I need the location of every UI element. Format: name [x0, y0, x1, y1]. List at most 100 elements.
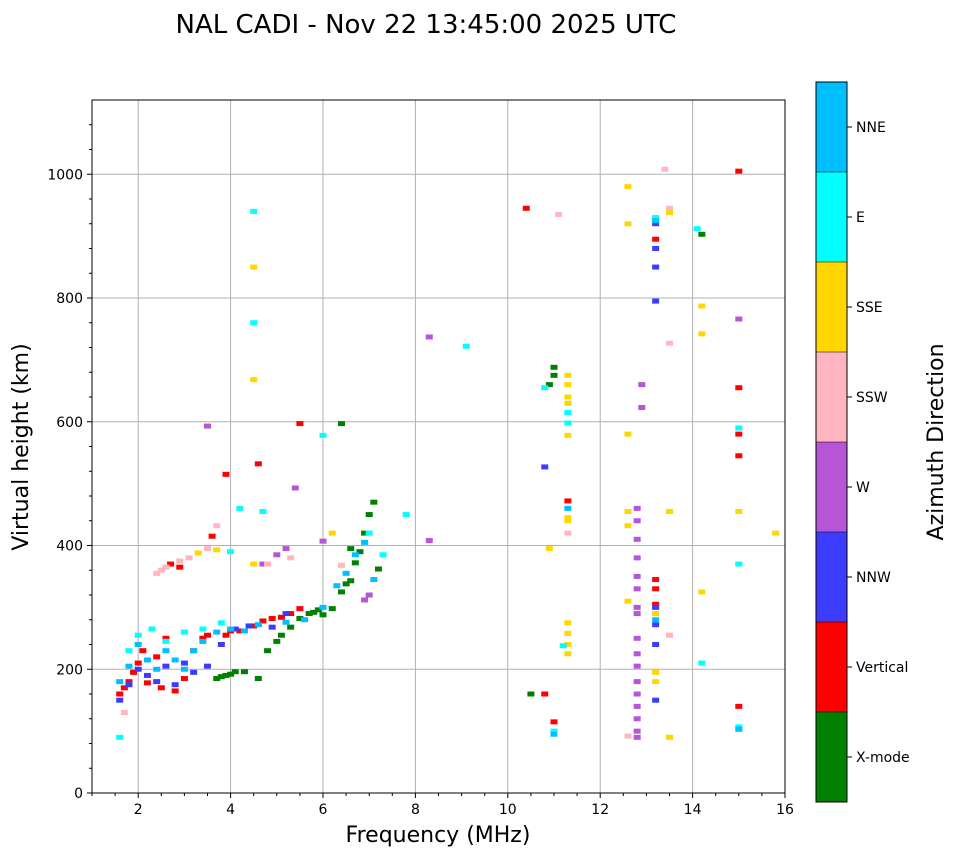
x-tick-label: 6	[319, 802, 328, 818]
data-point-nne	[134, 642, 142, 647]
data-point-w	[633, 586, 641, 592]
data-point-nnw	[245, 623, 253, 629]
data-point-x-mode	[287, 624, 295, 630]
data-point-x-mode	[222, 672, 230, 678]
data-point-e	[550, 728, 558, 734]
data-point-sse	[666, 210, 673, 216]
y-tick-label: 1000	[47, 167, 83, 183]
data-point-vertical	[287, 611, 295, 617]
data-point-ssw	[120, 710, 128, 716]
data-point-nnw	[116, 697, 124, 703]
data-point-x-mode	[356, 549, 364, 555]
data-point-nnw	[652, 697, 660, 703]
colorbar-segment	[816, 172, 847, 262]
data-point-vertical	[735, 385, 743, 391]
data-point-x-mode	[545, 382, 553, 388]
data-point-nnw	[652, 622, 660, 628]
data-point-w	[633, 536, 641, 542]
data-point-ssw	[162, 564, 170, 570]
data-point-x-mode	[264, 648, 272, 654]
data-point-ssw	[287, 555, 295, 561]
data-point-nnw	[282, 611, 290, 617]
data-point-w	[319, 538, 327, 544]
data-point-vertical	[296, 421, 304, 427]
data-point-vertical	[120, 685, 128, 691]
data-point-ssw	[666, 632, 673, 638]
colorbar-tick-label: Vertical	[856, 660, 908, 676]
data-point-ssw	[157, 567, 165, 573]
data-point-w	[633, 611, 641, 617]
colorbar-segment	[816, 352, 847, 442]
data-point-w	[204, 423, 211, 429]
data-point-e	[227, 549, 235, 555]
data-point-x-mode	[296, 616, 304, 622]
plot-frame	[91, 99, 786, 794]
data-point-vertical	[250, 623, 258, 629]
data-point-sse	[624, 431, 632, 437]
data-point-nne	[319, 604, 327, 610]
data-point-nnw	[268, 624, 276, 630]
data-point-sse	[652, 669, 660, 675]
colorbar-label: Azimuth Direction	[924, 343, 949, 540]
data-point-nne	[227, 626, 235, 632]
x-axis-label: Frequency (MHz)	[346, 823, 531, 848]
data-point-nnw	[217, 642, 225, 647]
data-point-nne	[351, 552, 359, 558]
colorbar-segment	[816, 622, 847, 712]
data-point-w	[633, 703, 641, 709]
data-point-x-mode	[347, 578, 355, 584]
data-point-nne	[143, 657, 151, 663]
data-point-e	[180, 629, 188, 635]
data-point-nnw	[541, 464, 549, 470]
data-point-x-mode	[273, 638, 281, 644]
data-point-vertical	[277, 614, 285, 620]
data-point-ssw	[564, 530, 572, 536]
data-point-nne	[116, 679, 124, 685]
data-point-vertical	[564, 498, 572, 504]
data-point-e	[125, 648, 133, 654]
data-point-nnw	[134, 666, 142, 672]
data-point-w	[633, 635, 641, 641]
data-point-w	[633, 716, 641, 722]
data-point-x-mode	[374, 566, 382, 572]
data-point-w	[361, 597, 369, 603]
data-point-w	[291, 485, 299, 491]
x-axis-ticks: 2 4 6 8 10 12 14 16	[91, 793, 794, 818]
colorbar-segment	[816, 532, 847, 622]
data-point-x-mode	[231, 669, 239, 675]
data-point-sse	[564, 372, 572, 378]
data-point-vertical	[735, 453, 743, 459]
data-point-x-mode	[351, 560, 359, 566]
colorbar-frame	[815, 81, 848, 803]
data-point-ssw	[555, 211, 563, 217]
data-point-w	[259, 561, 267, 567]
data-point-e	[559, 643, 567, 649]
data-point-sse	[250, 561, 258, 567]
data-point-nne	[282, 619, 290, 625]
data-point-w	[735, 316, 743, 322]
colorbar-segment	[816, 262, 847, 352]
data-point-vertical	[134, 660, 142, 666]
data-point-sse	[735, 508, 743, 514]
data-point-sse	[194, 550, 202, 556]
data-point-nnw	[652, 264, 660, 270]
data-point-sse	[564, 620, 572, 626]
data-point-x-mode	[227, 671, 235, 677]
data-point-e	[379, 552, 387, 558]
data-point-sse	[624, 184, 632, 190]
data-point-nnw	[171, 682, 179, 688]
data-point-vertical	[735, 703, 743, 709]
data-point-x-mode	[328, 606, 336, 612]
colorbar-tick-label: W	[856, 480, 870, 496]
data-point-nnw	[204, 663, 211, 669]
data-point-vertical	[652, 577, 660, 583]
data-point-x-mode	[342, 581, 350, 587]
data-point-nnw	[125, 682, 133, 688]
data-point-nne	[370, 577, 378, 583]
data-point-sse	[564, 651, 572, 657]
y-axis-label: Virtual height (km)	[9, 343, 34, 550]
x-tick-label: 8	[411, 802, 420, 818]
data-point-x-mode	[527, 691, 535, 697]
x-tick-label: 10	[499, 802, 517, 818]
data-point-x-mode	[370, 499, 378, 505]
